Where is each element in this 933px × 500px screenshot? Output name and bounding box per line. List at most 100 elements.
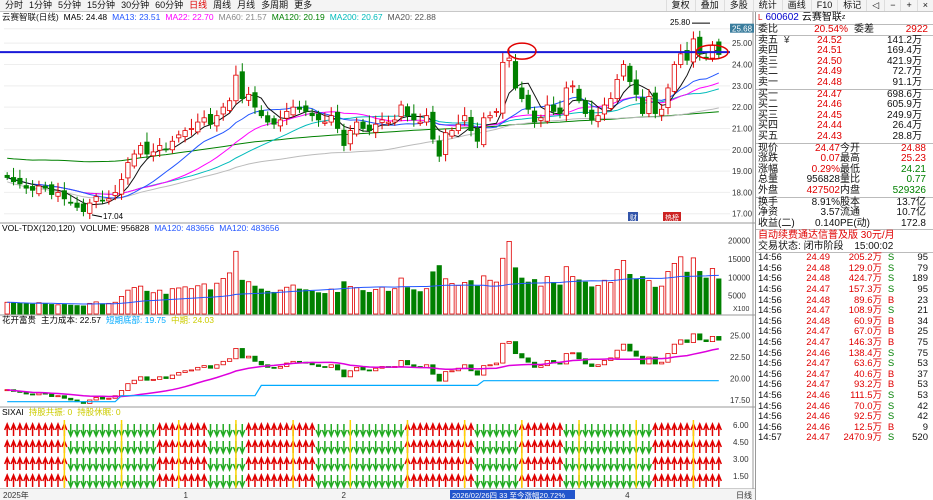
candle <box>169 140 175 151</box>
flower-candle <box>373 367 379 372</box>
trade-volume: 70.0万 <box>854 400 882 412</box>
volume-bar <box>443 278 449 315</box>
signal-arrow-down <box>626 441 634 455</box>
flower-candle <box>639 355 646 365</box>
volume-bar <box>207 289 214 315</box>
tool-button[interactable]: 复权 <box>665 0 695 11</box>
close-icon[interactable]: × <box>916 0 933 11</box>
stat-value: 24.88 <box>900 142 926 154</box>
tool-button[interactable]: 统计 <box>752 0 782 11</box>
signal-arrow-up <box>683 439 691 453</box>
candle <box>449 130 455 137</box>
tool-button[interactable]: F10 <box>810 0 838 11</box>
signal-arrow-down <box>112 475 119 489</box>
signal-arrow-down <box>607 424 614 438</box>
stock-name: 云赛智联 <box>801 11 842 23</box>
signal-arrow-up <box>54 422 62 436</box>
indicator-value: 主力成本: 22.57 <box>41 315 102 325</box>
signal-arrow-up <box>264 422 271 436</box>
signal-arrow-up <box>671 422 678 436</box>
signal-arrow-up <box>448 456 456 470</box>
tool-button[interactable]: 标记 <box>837 0 866 11</box>
time-axis-bar <box>0 489 755 500</box>
signal-arrow-down <box>328 441 335 455</box>
period-tab[interactable]: 1分钟 <box>29 0 53 10</box>
signal-arrow-up <box>188 439 195 453</box>
flag-icon: z <box>841 13 846 21</box>
indicator-value: MA60: 21.57 <box>218 12 267 22</box>
signal-arrow-up <box>544 456 551 470</box>
volume-bar <box>214 282 220 315</box>
volume-bar <box>493 281 500 315</box>
signal-arrow-up <box>677 422 684 436</box>
tool-button[interactable]: 画线 <box>781 0 811 11</box>
trade-count: 53 <box>917 379 928 391</box>
volume-bar <box>10 302 17 315</box>
signal-arrow-down <box>486 458 494 472</box>
flower-candle <box>150 378 156 381</box>
kline-chart-area[interactable]: 25.68 25.00 24.00 23.00 22.00 21.00 20.00 19.00… <box>0 12 755 500</box>
signal-arrow-down <box>67 424 74 438</box>
signal-arrow-down <box>99 458 106 472</box>
signal-arrow-down <box>334 458 341 472</box>
volume-bar <box>195 285 201 315</box>
trade-row: 14:56 24.47 146.3万 B 75 <box>756 337 933 349</box>
period-tab[interactable]: 30分钟 <box>121 0 150 10</box>
tool-button[interactable]: 叠加 <box>694 0 724 11</box>
tool-button[interactable]: 多股 <box>723 0 753 11</box>
volume-bar <box>373 289 379 315</box>
signal-arrow-down <box>340 424 348 438</box>
flower-candle <box>678 339 684 345</box>
stat-label: 今开 <box>840 142 860 154</box>
period-tab[interactable]: 60分钟 <box>155 0 184 10</box>
signal-arrow-down <box>378 458 386 472</box>
candle <box>665 87 671 108</box>
minus-icon[interactable]: − <box>884 0 900 11</box>
period-tab[interactable]: 月线 <box>237 0 256 10</box>
signal-arrow-down <box>321 475 329 489</box>
signal-arrow-down <box>207 475 214 489</box>
signal-arrow-down <box>321 441 329 455</box>
signal-arrow-up <box>436 439 443 453</box>
stat-label: 换手 <box>758 196 778 208</box>
plus-icon[interactable]: + <box>900 0 916 11</box>
signal-arrow-up <box>245 456 252 470</box>
flower-candle <box>563 353 569 365</box>
candle <box>315 113 322 121</box>
trade-row: 14:56 24.46 12.5万 B 9 <box>756 422 933 434</box>
volume-bar <box>163 293 169 315</box>
signal-arrow-up <box>162 456 170 470</box>
status-time: 15:00:02 <box>854 241 894 253</box>
signal-arrow-down <box>328 458 335 472</box>
back-icon[interactable]: ◁ <box>866 0 884 11</box>
tick-trades-list[interactable]: 14:56 24.49 205.2万 S 95 14:56 24.48 129.0万 S 79 14… <box>756 253 933 444</box>
volume-bar <box>462 282 468 315</box>
signal-arrow-up <box>194 422 201 436</box>
signal-arrow-up <box>664 422 672 436</box>
signal-arrow-up <box>270 456 278 470</box>
candle <box>608 98 614 109</box>
ad-banner[interactable]: 自动续费通达信普及版 30元/月 <box>756 229 933 241</box>
period-tab[interactable]: 多周期 <box>261 0 289 10</box>
flower-candle <box>36 392 42 396</box>
period-tab[interactable]: 日线 <box>189 0 208 10</box>
volume-bar <box>239 279 245 315</box>
chart-canvas[interactable]: 25.6825.0024.0023.0022.0021.0020.0019.00… <box>0 12 755 500</box>
signal-arrow-down <box>315 475 322 489</box>
period-tab[interactable]: 周线 <box>213 0 232 10</box>
trade-time: 14:56 <box>758 252 782 264</box>
candle <box>576 88 582 102</box>
period-tab[interactable]: 15分钟 <box>87 0 116 10</box>
signal-arrow-up <box>296 422 303 436</box>
signal-arrow-down <box>582 458 589 472</box>
candle <box>80 203 87 213</box>
signal-arrow-up <box>23 439 30 453</box>
period-tab[interactable]: 分时 <box>5 0 24 10</box>
period-tab[interactable]: 更多 <box>294 0 313 10</box>
signal-arrow-down <box>150 475 157 489</box>
signal-arrow-down <box>378 475 386 489</box>
signal-arrow-down <box>613 475 621 489</box>
period-tab[interactable]: 5分钟 <box>58 0 82 10</box>
volume-bar <box>620 260 627 315</box>
signal-arrow-up <box>429 422 437 436</box>
